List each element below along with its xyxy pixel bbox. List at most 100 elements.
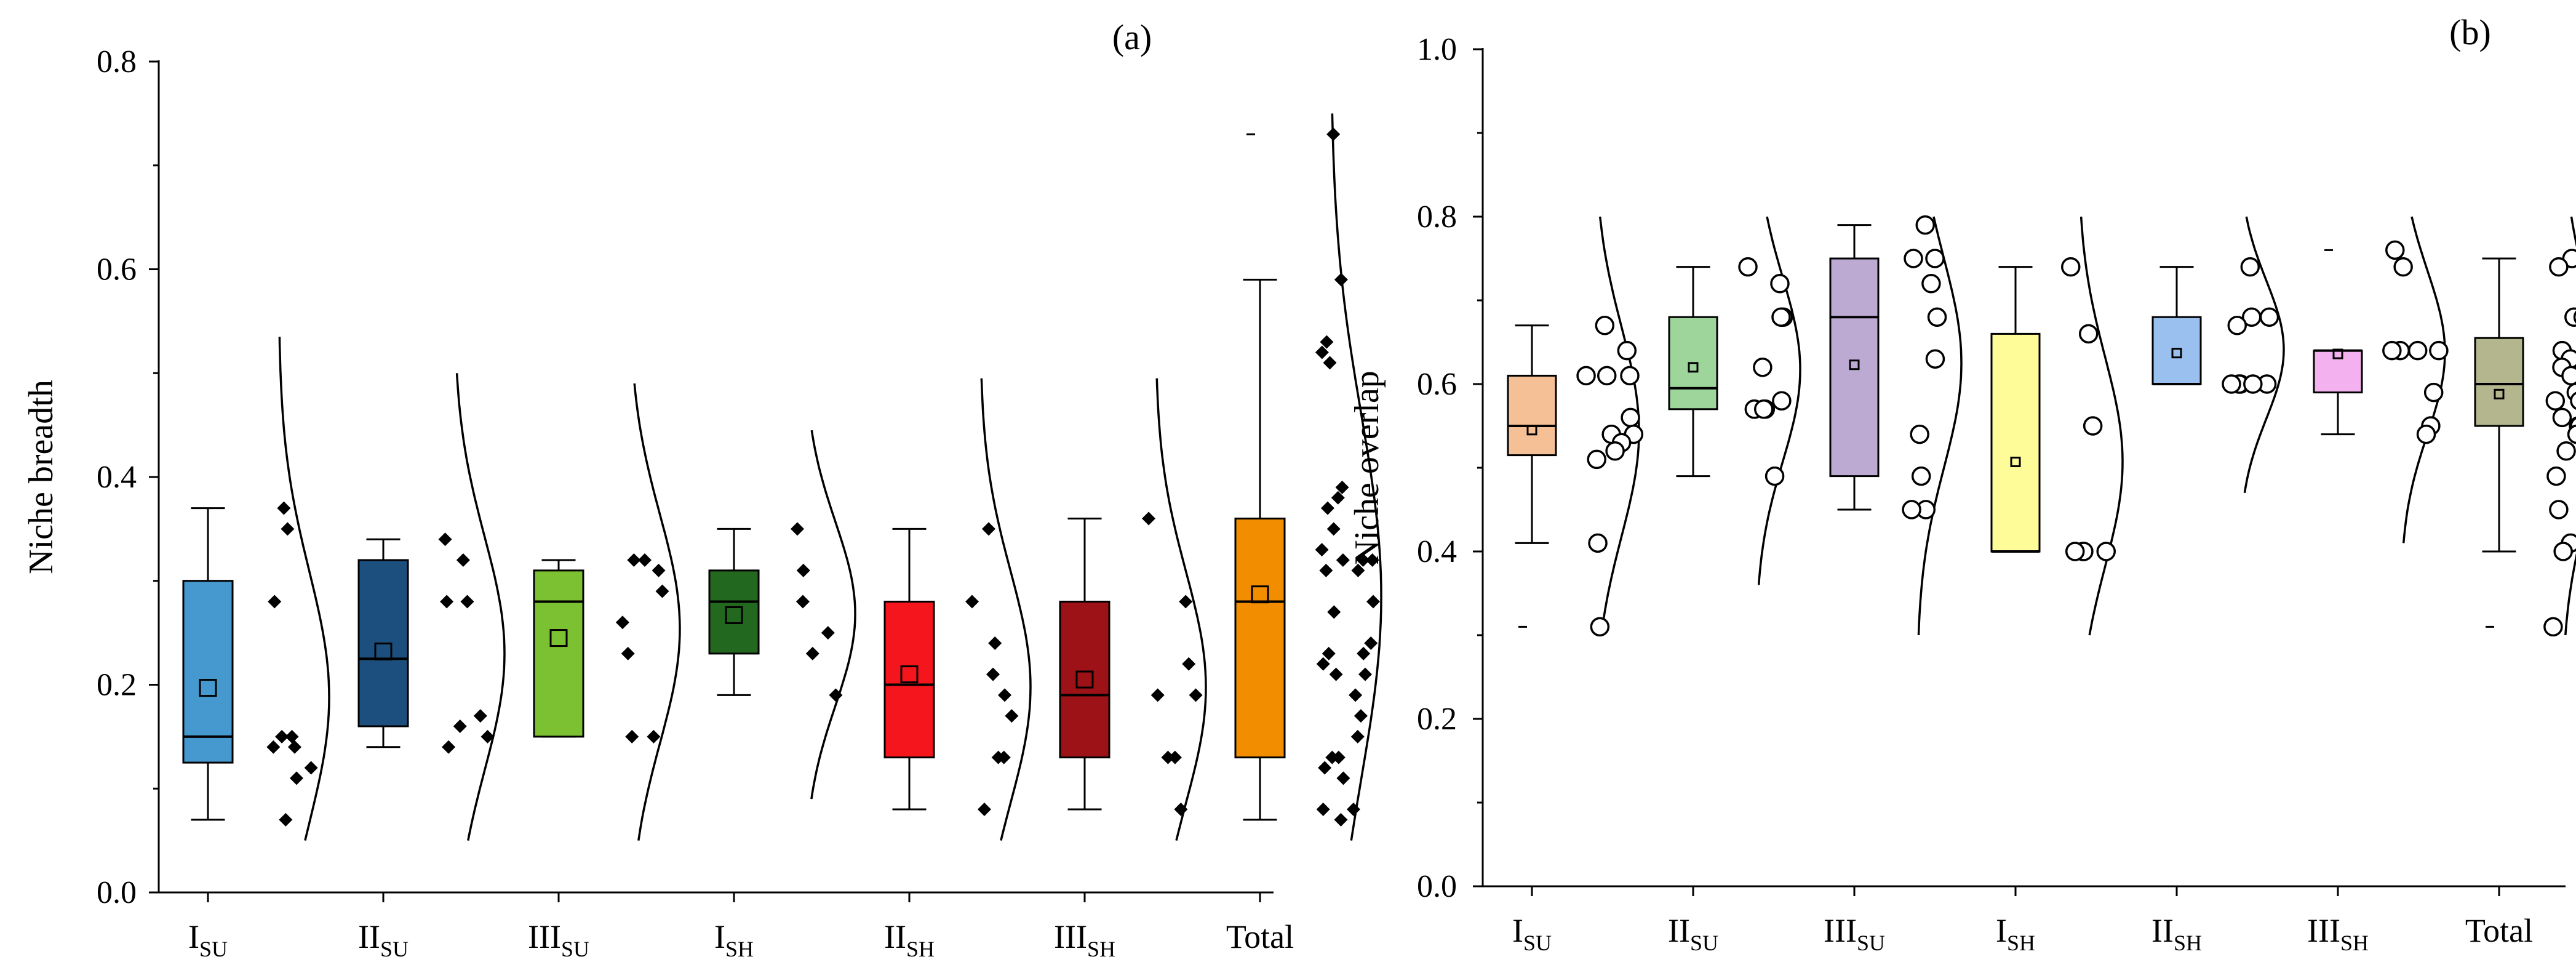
- x-tick-label: IISH: [884, 918, 935, 961]
- density-curve: [1917, 216, 1963, 636]
- data-point: [1320, 501, 1334, 515]
- data-point: [2061, 257, 2081, 277]
- y-tick-label: 0.6: [97, 252, 137, 287]
- mean-marker: [549, 629, 568, 647]
- data-point: [2259, 307, 2279, 327]
- data-point: [2243, 374, 2263, 394]
- density-curve: [2402, 216, 2446, 543]
- panel-tag: (b): [2449, 12, 2491, 52]
- data-point: [2065, 542, 2085, 561]
- y-tick-label: 0.2: [97, 668, 137, 703]
- data-point: [615, 615, 629, 630]
- data-point: [2546, 466, 2566, 486]
- data-point: [1765, 466, 1785, 486]
- x-tick-label: ISH: [714, 918, 754, 961]
- data-point: [805, 646, 819, 660]
- data-point: [1189, 688, 1203, 702]
- data-point: [1326, 127, 1341, 142]
- data-point: [997, 750, 1011, 764]
- data-point: [1331, 491, 1345, 505]
- data-point: [2385, 240, 2405, 260]
- y-tick-label: 0.0: [97, 875, 137, 910]
- density-curve: [1155, 378, 1207, 841]
- data-point: [1350, 729, 1365, 744]
- data-point: [988, 636, 1002, 650]
- data-point: [1327, 605, 1341, 619]
- data-point: [268, 595, 282, 609]
- data-point: [1335, 480, 1349, 494]
- data-point: [2222, 374, 2241, 394]
- y-axis-title: Niche overlap: [1348, 371, 1386, 565]
- data-point: [1356, 553, 1370, 567]
- data-point: [637, 553, 652, 567]
- x-tick-label: Total: [1226, 918, 1294, 955]
- x-tick-label: IIISH: [1054, 918, 1115, 961]
- data-point: [1351, 563, 1365, 577]
- data-point: [1925, 349, 1945, 369]
- box: [182, 580, 234, 764]
- data-point: [1319, 563, 1333, 577]
- data-point: [981, 522, 995, 536]
- category-group: ISU: [182, 337, 330, 961]
- data-point: [2545, 391, 2566, 411]
- mean-marker: [1849, 359, 1860, 371]
- category-group: IISH: [883, 378, 1032, 961]
- data-point: [2083, 416, 2103, 436]
- data-point: [986, 667, 1000, 681]
- data-point: [1605, 441, 1625, 461]
- data-point: [1910, 424, 1929, 444]
- data-point: [2429, 340, 2449, 361]
- density-curve: [2564, 216, 2576, 636]
- data-point: [1334, 273, 1348, 287]
- y-tick-label: 0.4: [97, 460, 137, 495]
- category-group: IIISU: [528, 383, 681, 961]
- data-point: [1322, 646, 1336, 660]
- category-group: IISH: [2151, 216, 2285, 955]
- category-group: IIISU: [1824, 215, 1963, 955]
- data-point: [1161, 750, 1175, 764]
- data-point: [279, 812, 293, 827]
- data-point: [2573, 310, 2576, 324]
- density-curve: [2243, 216, 2285, 494]
- data-point: [1005, 709, 1019, 723]
- data-point: [1588, 533, 1608, 553]
- data-point: [1587, 449, 1606, 470]
- mean-marker: [2010, 456, 2021, 467]
- x-tick-label: IISU: [358, 918, 409, 961]
- data-point: [1595, 316, 1615, 335]
- mean-marker: [1251, 585, 1269, 604]
- mean-marker: [1526, 425, 1537, 436]
- density-curve: [810, 430, 856, 800]
- data-point: [1921, 274, 1941, 294]
- data-point: [1315, 345, 1329, 359]
- data-point: [266, 740, 281, 754]
- box: [2151, 316, 2202, 385]
- data-point: [647, 729, 661, 744]
- data-point: [287, 740, 301, 754]
- category-group: IISU: [1668, 216, 1801, 955]
- data-point: [652, 563, 666, 577]
- data-point: [2549, 500, 2569, 519]
- data-point: [1182, 657, 1196, 671]
- data-point: [1179, 595, 1193, 609]
- box: [1507, 374, 1557, 457]
- data-point: [1365, 553, 1379, 567]
- data-point: [1911, 466, 1931, 486]
- data-point: [2423, 382, 2444, 403]
- data-point: [1753, 358, 1772, 377]
- density-curve: [633, 383, 681, 841]
- data-point: [2393, 257, 2413, 277]
- data-point: [790, 522, 804, 536]
- category-group: IIISH: [1054, 378, 1207, 961]
- data-point: [625, 729, 639, 744]
- y-tick-label: 0.4: [1417, 534, 1457, 569]
- data-point: [621, 646, 635, 660]
- data-point: [2096, 542, 2116, 561]
- data-point: [965, 595, 979, 609]
- mean-marker: [2171, 348, 2182, 359]
- density-curve: [1331, 113, 1382, 841]
- data-point: [1738, 257, 1758, 277]
- box: [1829, 257, 1880, 478]
- data-point: [1366, 595, 1381, 609]
- density-curve: [1598, 216, 1640, 636]
